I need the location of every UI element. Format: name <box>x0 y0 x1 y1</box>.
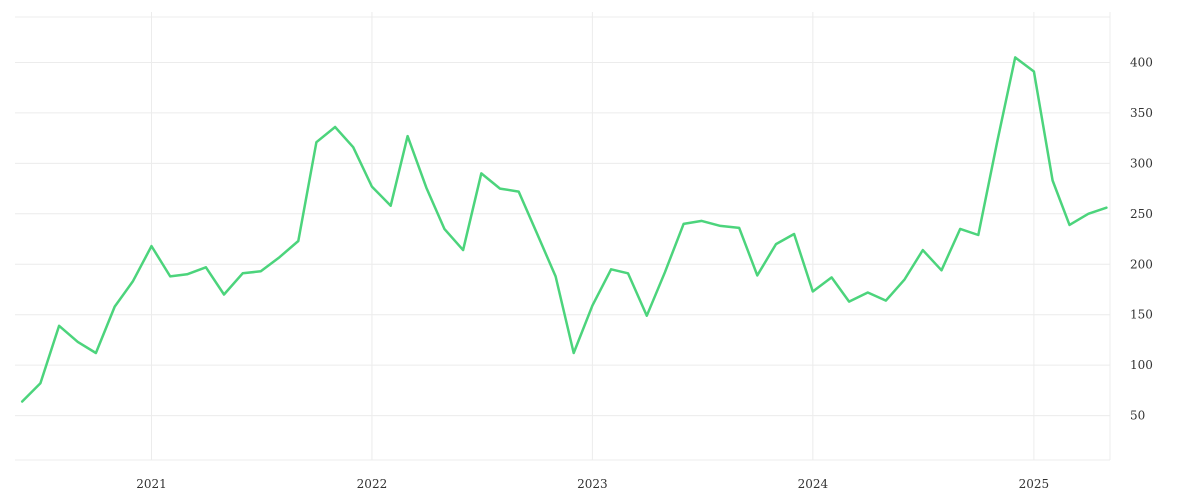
y-tick-label: 100 <box>1130 358 1153 372</box>
y-gridlines <box>15 16 1110 461</box>
x-tick-label: 2022 <box>357 477 388 491</box>
x-gridlines <box>150 12 1111 460</box>
x-tick-label: 2023 <box>577 477 608 491</box>
y-tick-label: 350 <box>1130 106 1153 120</box>
x-tick-label: 2024 <box>798 477 829 491</box>
x-tick-label: 2021 <box>136 477 167 491</box>
y-axis-tick-labels: 50 100 150 200 250 300 350 400 <box>1130 55 1153 422</box>
y-tick-label: 400 <box>1130 55 1153 69</box>
y-tick-label: 150 <box>1130 308 1153 322</box>
x-axis-tick-labels: 2021 2022 2023 2024 2025 <box>136 477 1049 491</box>
x-tick-label: 2025 <box>1019 477 1050 491</box>
y-tick-label: 200 <box>1130 257 1153 271</box>
series-line <box>20 56 1108 403</box>
y-tick-label: 300 <box>1130 156 1153 170</box>
y-tick-label: 250 <box>1130 207 1153 221</box>
y-tick-label: 50 <box>1130 409 1145 423</box>
series-layer <box>20 56 1108 403</box>
